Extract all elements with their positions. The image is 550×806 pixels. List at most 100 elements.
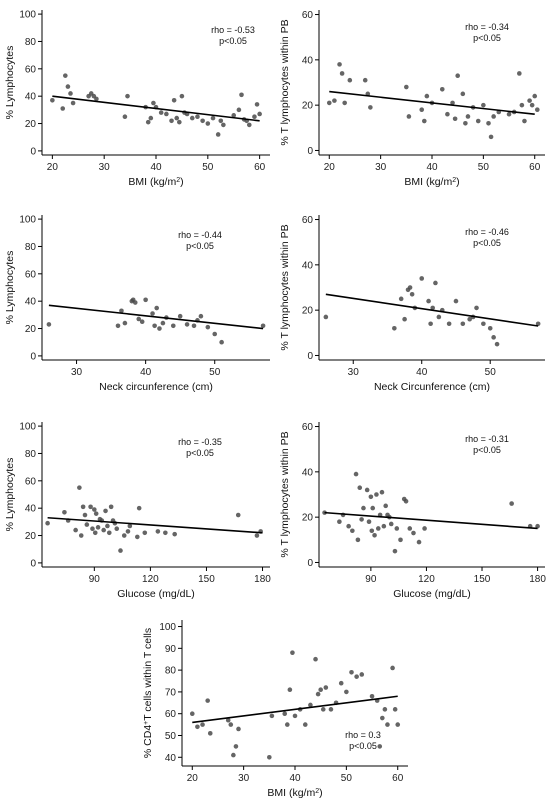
data-point bbox=[292, 713, 298, 719]
data-point bbox=[121, 533, 127, 538]
data-point bbox=[381, 523, 387, 529]
y-tick-label: 40 bbox=[302, 467, 314, 478]
data-point bbox=[231, 113, 237, 118]
x-tick-label: 50 bbox=[478, 162, 490, 173]
data-point bbox=[357, 485, 363, 491]
data-point bbox=[398, 296, 404, 302]
data-point bbox=[145, 119, 151, 125]
p-value-label: p<0.05 bbox=[473, 238, 501, 248]
data-point bbox=[105, 523, 110, 529]
y-axis-title: % T lymphocytes within PB bbox=[279, 431, 291, 557]
data-point bbox=[80, 504, 86, 510]
data-point bbox=[122, 114, 128, 119]
data-point bbox=[179, 93, 185, 99]
y-tick-label: 60 bbox=[25, 476, 37, 487]
x-tick-label: 40 bbox=[289, 773, 301, 784]
y-tick-label: 0 bbox=[307, 558, 313, 569]
x-tick-label: 90 bbox=[365, 574, 377, 585]
x-tick-label: 50 bbox=[202, 162, 214, 173]
x-tick-label: 150 bbox=[198, 574, 215, 585]
data-point bbox=[115, 323, 121, 329]
data-point bbox=[122, 320, 128, 326]
data-point bbox=[236, 107, 242, 113]
data-point bbox=[529, 102, 535, 108]
data-point bbox=[488, 134, 494, 140]
data-point bbox=[433, 280, 438, 286]
data-point bbox=[70, 100, 76, 106]
data-point bbox=[450, 100, 455, 106]
x-axis-title-end: ) bbox=[456, 176, 460, 188]
regression-line bbox=[324, 511, 538, 530]
data-point bbox=[361, 505, 366, 511]
data-point bbox=[114, 526, 120, 531]
x-axis-title: Neck Circunference (cm) bbox=[374, 381, 490, 393]
x-axis-title-sup: 2 bbox=[176, 177, 180, 184]
data-point bbox=[174, 115, 180, 121]
data-point bbox=[481, 321, 486, 327]
data-point bbox=[491, 114, 496, 119]
x-tick-label: 180 bbox=[254, 574, 271, 585]
data-point bbox=[95, 525, 101, 530]
data-point bbox=[320, 707, 326, 712]
data-point bbox=[491, 335, 496, 340]
data-point bbox=[534, 107, 540, 112]
data-point bbox=[474, 305, 479, 311]
data-point bbox=[236, 726, 241, 732]
data-point bbox=[302, 722, 308, 727]
x-tick-label: 40 bbox=[416, 367, 428, 378]
data-point bbox=[177, 313, 183, 319]
x-tick-label: 60 bbox=[392, 773, 404, 784]
data-point bbox=[210, 115, 216, 121]
data-point bbox=[127, 523, 133, 529]
data-point bbox=[342, 100, 347, 106]
data-point bbox=[205, 324, 211, 330]
regression-line bbox=[192, 695, 398, 724]
regression-line bbox=[47, 516, 263, 534]
data-point bbox=[379, 489, 385, 495]
data-point bbox=[267, 754, 272, 760]
data-point bbox=[125, 529, 131, 534]
y-tick-label: 40 bbox=[25, 504, 37, 515]
y-tick-label: 0 bbox=[307, 146, 313, 157]
data-point bbox=[92, 507, 97, 512]
data-point bbox=[535, 523, 540, 529]
y-tick-label: 20 bbox=[302, 101, 314, 112]
data-point bbox=[446, 321, 452, 327]
x-axis-title: Glucose (mg/dL) bbox=[393, 588, 471, 600]
data-point bbox=[143, 297, 148, 303]
data-point bbox=[150, 311, 155, 316]
data-point bbox=[337, 62, 342, 67]
data-point bbox=[308, 702, 313, 708]
data-point bbox=[318, 687, 323, 693]
data-point bbox=[445, 111, 450, 117]
data-point bbox=[119, 308, 124, 314]
data-point bbox=[189, 711, 195, 717]
x-tick-label: 50 bbox=[341, 773, 353, 784]
data-point bbox=[155, 529, 161, 534]
data-point bbox=[532, 93, 538, 99]
data-point bbox=[377, 744, 383, 749]
data-point bbox=[198, 313, 204, 319]
data-point bbox=[392, 548, 398, 554]
x-axis-title: BMI (kg/m2) bbox=[404, 176, 459, 188]
data-point bbox=[90, 526, 95, 531]
data-point bbox=[353, 471, 359, 477]
data-point bbox=[158, 110, 164, 115]
data-point bbox=[323, 314, 329, 320]
y-tick-label: 60 bbox=[25, 269, 37, 280]
data-point bbox=[436, 314, 442, 320]
p-value-label: p<0.05 bbox=[186, 448, 214, 458]
data-point bbox=[430, 305, 435, 311]
rho-label: rho = -0.35 bbox=[178, 437, 222, 447]
data-point bbox=[50, 97, 55, 103]
data-point bbox=[313, 656, 318, 662]
data-point bbox=[235, 512, 241, 518]
data-point bbox=[419, 276, 425, 281]
data-point bbox=[200, 118, 205, 124]
data-point bbox=[535, 321, 541, 327]
y-tick-label: 60 bbox=[302, 422, 314, 433]
data-point bbox=[350, 528, 355, 534]
y-tick-label: 70 bbox=[165, 687, 177, 698]
data-point bbox=[88, 504, 93, 510]
y-tick-label: 0 bbox=[30, 351, 36, 362]
